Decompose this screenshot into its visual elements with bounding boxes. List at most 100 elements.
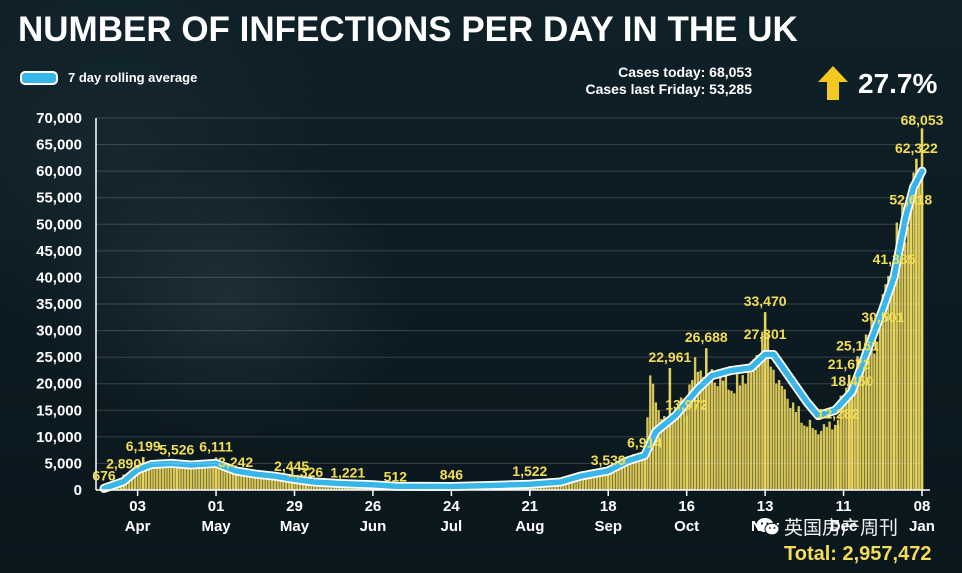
bar — [226, 469, 229, 490]
bar — [262, 477, 265, 490]
bar — [170, 464, 173, 490]
y-tick-label: 50,000 — [36, 216, 82, 233]
bar — [884, 284, 887, 490]
bar — [612, 467, 616, 490]
bar — [220, 466, 223, 490]
x-month-label: May — [280, 518, 310, 535]
bar — [691, 380, 694, 490]
change-percentage: 27.7% — [858, 68, 938, 99]
bar — [819, 430, 823, 490]
legend-label: 7 day rolling average — [68, 70, 198, 85]
bar — [772, 369, 775, 490]
bar-peak — [850, 391, 854, 490]
arrow-up-icon — [818, 66, 848, 100]
bar — [828, 421, 831, 490]
bar — [217, 463, 221, 490]
bar — [251, 476, 254, 490]
bar-peak — [909, 210, 913, 490]
x-month-label: Apr — [125, 518, 151, 535]
bar-peak — [705, 348, 708, 490]
bar — [242, 474, 246, 490]
data-label: 62,322 — [895, 140, 938, 156]
bar — [845, 387, 848, 490]
rolling-average-line — [101, 168, 925, 492]
bar — [265, 476, 268, 490]
bar — [719, 377, 722, 490]
bar — [595, 471, 599, 490]
line-series-rolling-average — [99, 166, 927, 493]
bar — [853, 385, 856, 490]
bar-peak — [881, 327, 885, 490]
bar — [167, 462, 170, 490]
bar-peak — [685, 415, 688, 490]
bar — [637, 455, 641, 490]
bar — [741, 375, 744, 490]
bar — [674, 407, 677, 490]
bar — [761, 331, 764, 490]
bar — [298, 482, 302, 490]
legend: 7 day rolling average — [20, 70, 197, 85]
data-label: 52,618 — [889, 191, 932, 207]
bar — [890, 275, 893, 490]
bar — [604, 470, 607, 490]
bar — [775, 383, 778, 490]
wechat-icon — [756, 517, 780, 535]
bar-peak — [856, 356, 859, 490]
bar-peak — [175, 460, 179, 490]
bar — [842, 398, 845, 490]
bar — [814, 429, 817, 490]
x-tick-label: 26 — [365, 498, 382, 515]
bar — [158, 466, 162, 490]
legend-swatch-rolling-average — [20, 70, 58, 85]
bar — [702, 376, 705, 490]
bar — [831, 429, 834, 490]
bar — [735, 374, 739, 490]
bar — [172, 465, 176, 490]
bar — [660, 419, 663, 490]
bar — [240, 474, 243, 490]
bar — [186, 466, 190, 490]
bar — [876, 341, 879, 490]
bar — [654, 402, 658, 490]
bar — [615, 464, 618, 490]
bar — [579, 472, 582, 490]
bar — [130, 470, 134, 490]
bar — [256, 477, 260, 490]
bar — [629, 459, 632, 490]
x-month-label: Jan — [909, 518, 935, 535]
bar — [307, 483, 310, 490]
bar — [878, 326, 882, 490]
bar — [749, 361, 753, 490]
bar — [789, 407, 792, 490]
watermark: 英国房产周刊 — [756, 513, 898, 540]
bar — [587, 472, 590, 490]
bar — [904, 242, 907, 490]
data-label: 5,526 — [159, 442, 194, 458]
bar — [817, 434, 820, 490]
bar — [284, 478, 288, 490]
data-label: 2,890 — [106, 456, 141, 472]
bar — [273, 478, 277, 490]
data-label: 6,914 — [627, 434, 662, 450]
bar — [139, 462, 142, 490]
x-month-label: Jul — [441, 518, 463, 535]
bar — [181, 461, 184, 490]
bar-peak — [668, 367, 672, 490]
y-tick-label: 45,000 — [36, 243, 82, 260]
bar — [755, 355, 758, 490]
x-tick-label: 24 — [443, 498, 460, 515]
cases-last-friday: Cases last Friday: 53,285 — [585, 81, 752, 97]
bar — [312, 483, 316, 490]
y-tick-label: 70,000 — [36, 110, 82, 127]
bar — [198, 464, 201, 490]
bar — [296, 480, 299, 490]
bar — [623, 460, 627, 490]
bar — [688, 384, 691, 490]
x-tick-label: 11 — [836, 498, 852, 515]
bar — [791, 402, 795, 490]
data-label: 3,242 — [218, 454, 253, 470]
cases-today: Cases today: 68,053 — [618, 64, 752, 80]
bar — [724, 373, 728, 490]
